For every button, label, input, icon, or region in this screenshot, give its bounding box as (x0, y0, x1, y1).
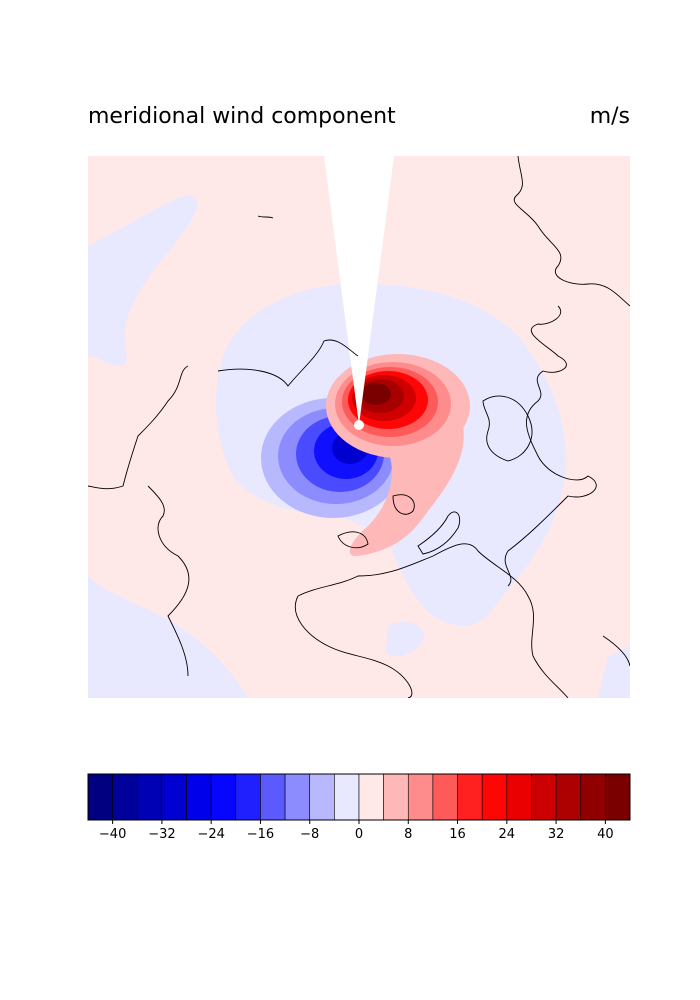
colorbar-tick-label: 32 (548, 827, 565, 842)
colorbar-bin (481, 773, 508, 821)
colorbar-bin (260, 773, 286, 821)
colorbar-bin (112, 773, 138, 821)
colorbar-bin (210, 773, 237, 821)
units-label: m/s (589, 104, 630, 129)
colorbar-bin (383, 773, 409, 821)
colorbar-bin (334, 773, 360, 821)
colorbar-bin (284, 773, 311, 821)
colorbar-bin (161, 773, 187, 821)
colorbar-bin (506, 773, 532, 821)
colorbar-tick-label: −16 (247, 827, 274, 842)
missing-data-wedge (324, 156, 394, 425)
colorbar-tick-label: 0 (355, 827, 363, 842)
colorbar-ticks: −40 −32 −24 −16 −8 0 8 16 24 32 40 (99, 820, 614, 842)
light-negative-region-east-edge (598, 646, 630, 698)
colorbar-bin (555, 773, 582, 821)
coastlines (88, 156, 630, 698)
map-plot (88, 156, 630, 698)
colorbar-bin (407, 773, 434, 821)
colorbar-bins (87, 773, 631, 821)
colorbar-tick-label: 40 (597, 827, 614, 842)
north-pole-marker (354, 420, 364, 430)
colorbar-bin (358, 773, 384, 821)
colorbar-bin (87, 773, 113, 821)
colorbar-tick-label: −32 (148, 827, 175, 842)
colorbar-bin (580, 773, 606, 821)
light-negative-region-southwest (88, 576, 248, 698)
light-negative-region-southeast (386, 621, 424, 657)
light-negative-region-west (88, 195, 198, 366)
chart-title: meridional wind component (88, 104, 396, 129)
colorbar-bin (309, 773, 335, 821)
colorbar-tick-label: 8 (404, 827, 412, 842)
colorbar-tick-label: −24 (197, 827, 224, 842)
colorbar-bin (531, 773, 557, 821)
colorbar-tick-label: −40 (99, 827, 126, 842)
colorbar-bin (235, 773, 261, 821)
colorbar-tick-label: 16 (449, 827, 466, 842)
colorbar-tick-label: −8 (300, 827, 319, 842)
colorbar-bin (136, 773, 163, 821)
colorbar-bin (457, 773, 483, 821)
colorbar-tick-label: 24 (499, 827, 516, 842)
colorbar-bin (605, 773, 631, 821)
colorbar-bin (432, 773, 458, 821)
colorbar: −40 −32 −24 −16 −8 0 8 16 24 32 40 (87, 773, 631, 842)
positive-center-max (361, 383, 391, 405)
colorbar-bin (186, 773, 212, 821)
